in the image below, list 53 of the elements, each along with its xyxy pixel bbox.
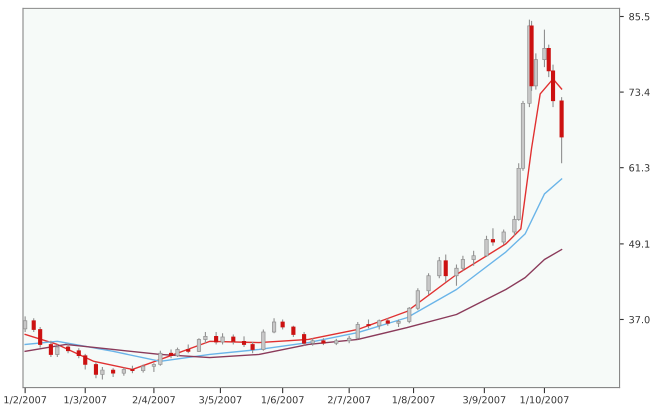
candlestick (444, 254, 448, 283)
candlestick (55, 344, 60, 358)
candlestick (272, 318, 276, 334)
candlestick (38, 326, 42, 348)
candlestick (203, 331, 208, 344)
candlestick (460, 255, 465, 272)
candlestick (484, 235, 489, 258)
line-series (24, 78, 562, 370)
candlestick (377, 318, 382, 330)
candlestick (502, 228, 506, 246)
x-tick-label: 3/5/2007 (199, 396, 242, 404)
x-tick-label: 2/4/2007 (132, 396, 175, 404)
x-tick-label: 1/10/2007 (520, 396, 569, 404)
candlestick (196, 338, 202, 353)
candlestick (231, 334, 236, 346)
y-tick-label: 37.0 (629, 316, 650, 324)
y-tick-label: 49.1 (629, 240, 650, 248)
candlestick (220, 332, 225, 346)
candlestick (437, 256, 442, 279)
candlestick (83, 353, 88, 370)
candlestick (186, 344, 190, 354)
x-tick-label: 1/8/2007 (392, 396, 435, 404)
candlestick (66, 342, 70, 354)
candlestick (32, 318, 36, 333)
candlestick (280, 318, 285, 330)
x-tick-label: 2/7/2007 (328, 396, 370, 404)
candlestick (94, 361, 98, 379)
candlestick (542, 29, 547, 68)
x-tick-label: 1/6/2007 (262, 396, 304, 404)
x-tick-label: 1/2/2007 (4, 396, 46, 404)
y-tick-label: 85.5 (629, 12, 650, 20)
candlestick (426, 272, 431, 296)
y-tick-label: 61.3 (629, 164, 650, 172)
candlestick (250, 341, 255, 354)
x-tick-label: 3/9/2007 (463, 396, 506, 404)
candlestick (302, 331, 306, 346)
candlestick (175, 347, 180, 358)
candlestick (214, 331, 218, 346)
candlestick (242, 336, 246, 348)
candlestick (416, 288, 420, 311)
candlestick (76, 348, 81, 359)
candlestick (490, 228, 496, 246)
candlestick (472, 250, 476, 266)
candlestick (454, 264, 459, 286)
candlestick (48, 340, 53, 358)
candlestick (261, 328, 266, 352)
candlestick (407, 306, 412, 324)
candlestick (356, 321, 360, 340)
candlestick (158, 350, 162, 366)
candlestick (100, 366, 104, 380)
x-tick-label: 1/3/2007 (64, 396, 106, 404)
candlestick (291, 325, 296, 338)
y-tick-label: 73.4 (629, 88, 650, 96)
